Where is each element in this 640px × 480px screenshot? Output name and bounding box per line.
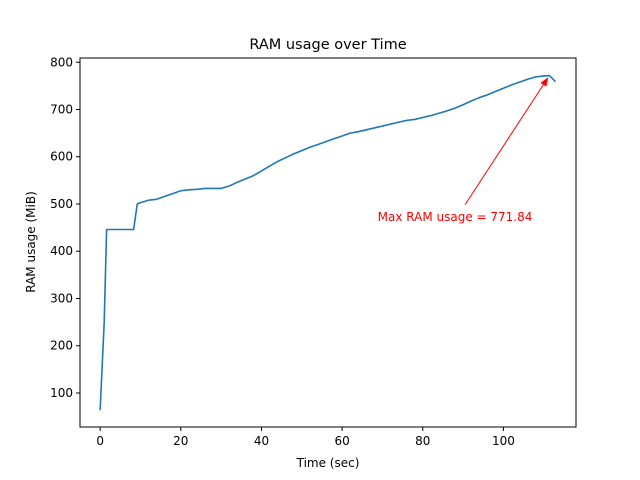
y-tick-label: 600: [50, 150, 73, 164]
y-tick-label: 700: [50, 102, 73, 116]
max-ram-annotation-label: Max RAM usage = 771.84: [378, 210, 533, 224]
annotation-arrow-line: [464, 81, 546, 206]
x-tick-label: 20: [173, 434, 188, 448]
ram-usage-series-line: [99, 74, 556, 411]
y-axis-ticks: 100 200 300 400 500 600 700 800: [50, 55, 80, 400]
annotation-layer: Max RAM usage = 771.84: [378, 77, 549, 224]
x-tick-label: 80: [415, 434, 430, 448]
annotation-arrow-head: [540, 77, 549, 87]
x-tick-label: 0: [96, 434, 104, 448]
x-tick-label: 40: [254, 434, 269, 448]
y-tick-label: 100: [50, 386, 73, 400]
y-tick-label: 200: [50, 339, 73, 353]
series-layer: [99, 74, 556, 411]
y-tick-label: 400: [50, 244, 73, 258]
y-tick-label: 800: [50, 55, 73, 69]
x-axis-label: Time (sec): [296, 456, 360, 470]
x-tick-label: 60: [334, 434, 349, 448]
y-tick-label: 500: [50, 197, 73, 211]
y-tick-label: 300: [50, 291, 73, 305]
x-tick-label: 100: [492, 434, 515, 448]
plot-frame: [79, 57, 577, 428]
chart-title: RAM usage over Time: [249, 37, 406, 53]
y-axis-label: RAM usage (MiB): [24, 191, 38, 293]
x-axis-ticks: 0 20 40 60 80 100: [96, 427, 515, 448]
